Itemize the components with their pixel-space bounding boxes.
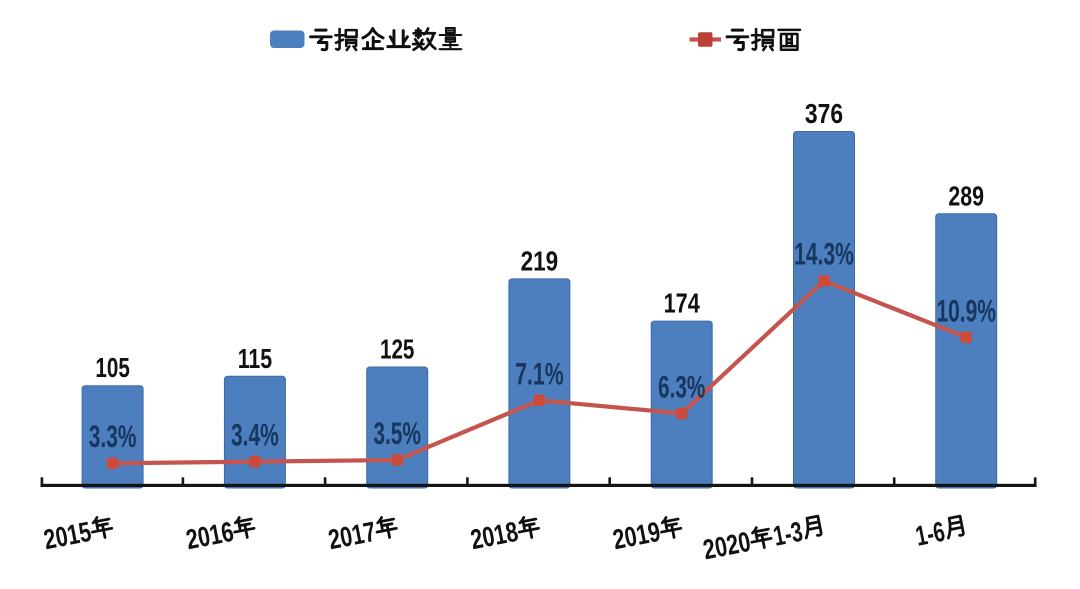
svg-text:2016: 2016 [183,516,236,556]
svg-text:14.3%: 14.3% [794,235,854,271]
svg-text:219: 219 [521,245,559,276]
svg-text:10.9%: 10.9% [936,292,996,328]
svg-text:2019: 2019 [610,516,663,556]
svg-text:6.3%: 6.3% [658,369,705,405]
svg-text:3.3%: 3.3% [89,418,137,454]
svg-text:3.4%: 3.4% [231,416,279,452]
svg-text:2018: 2018 [468,516,521,556]
svg-text:2017: 2017 [326,516,379,556]
svg-text:1-6: 1-6 [913,516,947,552]
svg-text:2020: 2020 [700,526,753,566]
svg-text:174: 174 [664,288,700,319]
svg-text:376: 376 [805,98,843,129]
svg-text:115: 115 [238,343,272,374]
svg-text:125: 125 [380,334,414,365]
svg-text:2015: 2015 [41,516,94,556]
svg-text:289: 289 [948,180,984,211]
svg-text:7.1%: 7.1% [515,355,564,391]
svg-text:105: 105 [95,352,129,383]
svg-text:1-3: 1-3 [771,516,805,552]
svg-text:3.5%: 3.5% [373,415,421,451]
